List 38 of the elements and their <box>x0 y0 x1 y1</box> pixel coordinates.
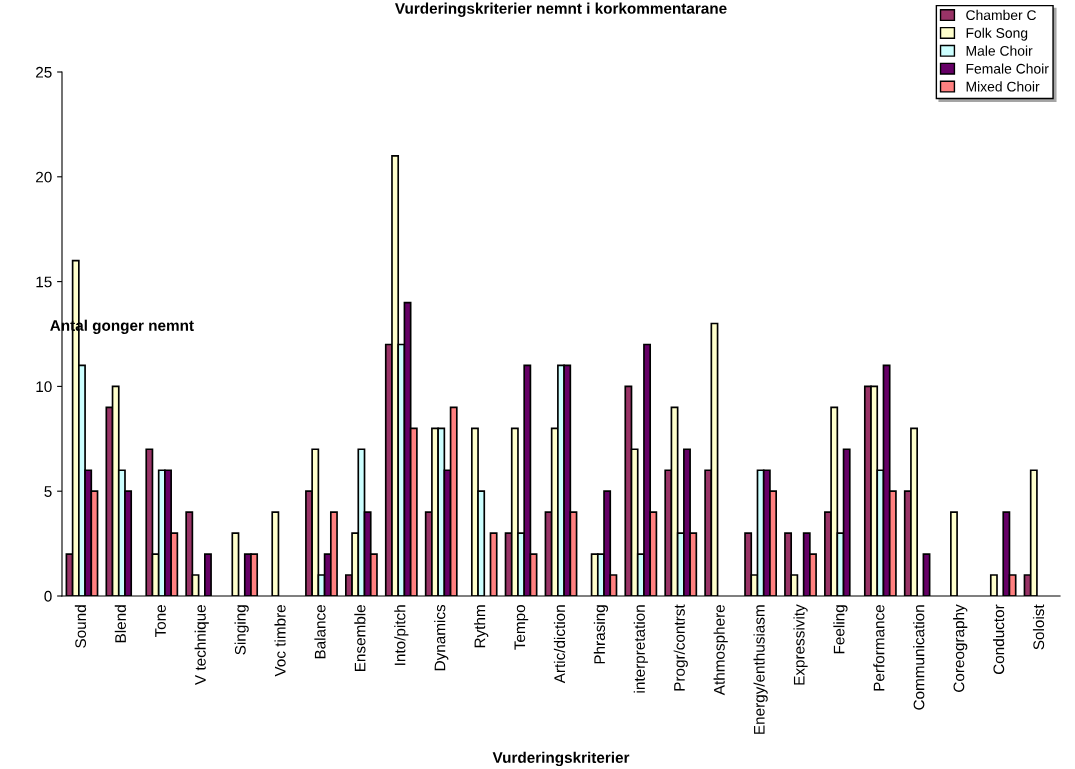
x-axis-title: Vurderingskriterier <box>492 751 630 767</box>
x-tick-label: Sound <box>74 605 87 648</box>
x-tick-label: Rythm <box>474 605 489 648</box>
x-tick-label: Artic/diction <box>553 605 566 684</box>
legend-label: Mixed Choir <box>966 81 1040 92</box>
y-tick-label: 20 <box>36 171 52 183</box>
x-tick-label: Feeling <box>833 605 848 654</box>
x-tick-label: Ensemble <box>354 605 366 672</box>
x-tick-label: Performance <box>873 605 885 691</box>
x-tick-label: Phrasing <box>593 605 609 664</box>
x-tick-label: V technique <box>194 605 209 685</box>
x-tick-label: Singing <box>234 605 249 655</box>
x-tick-label: Voc timbre <box>274 605 286 677</box>
chart-title: Vurderingskriterier nemnt i korkommentarane <box>394 2 727 17</box>
x-tick-label: Tone <box>155 605 166 638</box>
x-tick-label: Blend <box>114 605 126 643</box>
legend-label: Female Choir <box>966 63 1049 74</box>
y-tick-label: 0 <box>44 590 52 602</box>
x-tick-label: Expressivity <box>793 604 808 685</box>
x-tick-label: Dynamics <box>434 604 449 671</box>
x-tick-label: Conductor <box>993 604 1005 675</box>
x-tick-label: Balance <box>314 605 326 659</box>
x-tick-label: Progr/contrst <box>673 604 688 691</box>
y-tick-label: 5 <box>44 486 52 497</box>
legend-label: Chamber C <box>966 9 1037 21</box>
x-tick-label: Into/pitch <box>394 605 409 665</box>
x-tick-label: Soloist <box>1032 604 1045 650</box>
legend-label: Male Choir <box>966 45 1033 56</box>
x-tick-label: Communication <box>913 605 925 710</box>
y-tick-label: 10 <box>36 381 52 393</box>
x-tick-label: Athmosphere <box>713 605 728 696</box>
x-tick-label: Energy/enthusiasm <box>753 605 768 734</box>
x-tick-label: Coreography <box>953 604 968 692</box>
x-tick-label: Tempo <box>514 604 529 650</box>
y-tick-label: 25 <box>36 66 52 78</box>
y-tick-label: 15 <box>36 276 52 288</box>
legend-label: Folk Song <box>966 27 1028 41</box>
x-tick-label: interpretation <box>633 605 648 693</box>
